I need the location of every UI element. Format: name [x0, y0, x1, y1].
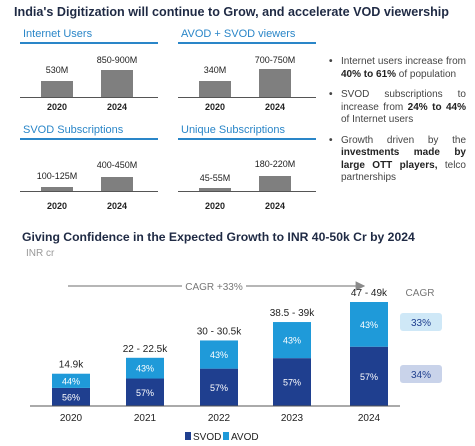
mini-chart-title: SVOD Subscriptions: [23, 124, 124, 136]
avod-share-label: 43%: [360, 320, 378, 330]
mini-chart-title: Unique Subscriptions: [181, 124, 285, 136]
cagr-badge-svod: [400, 365, 442, 383]
bullet-icon: •: [329, 134, 333, 146]
key-point-text: Growth driven by the investments made by…: [341, 134, 466, 184]
key-point: • Internet users increase from 40% to 61…: [329, 56, 466, 81]
bar-segment-avod: [52, 373, 90, 388]
title-underline: [178, 42, 316, 44]
axis-line: [178, 191, 316, 192]
title-underline: [20, 138, 158, 140]
bar-segment-svod: [52, 387, 90, 406]
total-value-label: 14.9k: [59, 360, 84, 371]
category-label: 2020: [204, 201, 226, 211]
x-tick-label: 2022: [208, 413, 231, 424]
cagr-value-avod: 33%: [411, 318, 431, 329]
value-label: 700-750M: [254, 55, 296, 65]
bar-segment-avod: [126, 357, 164, 379]
avod-share-label: 43%: [283, 336, 301, 346]
bullet-icon: •: [329, 89, 333, 100]
bar-2020: [41, 187, 73, 191]
bar-2024: [101, 70, 133, 97]
bar-2020: [199, 188, 231, 191]
value-label: 180-220M: [254, 159, 296, 169]
value-label: 45-55M: [199, 173, 231, 183]
key-point: • Growth driven by the investments made …: [329, 135, 466, 185]
svod-share-label: 57%: [360, 372, 378, 382]
cagr-header: CAGR: [406, 288, 435, 299]
cagr-badge-avod: [400, 313, 442, 331]
value-label: 400-450M: [96, 160, 138, 170]
mini-chart-avod-svod-viewers: AVOD + SVOD viewers 340M 700-750M 2020 2…: [178, 26, 316, 122]
category-label: 2024: [106, 201, 128, 211]
category-label: 2020: [46, 102, 68, 112]
legend-svod-swatch: [185, 432, 191, 440]
axis-line: [20, 191, 158, 192]
total-value-label: 30 - 30.5k: [197, 326, 242, 337]
x-tick-label: 2021: [134, 413, 157, 424]
value-label: 340M: [203, 65, 227, 75]
bar-segment-svod: [126, 378, 164, 406]
unit-label: INR cr: [26, 248, 55, 259]
total-value-label: 47 - 49k: [351, 288, 388, 299]
value-label: 530M: [45, 65, 69, 75]
category-label: 2020: [204, 102, 226, 112]
mini-chart-title: Internet Users: [23, 28, 93, 40]
bar-2024: [259, 176, 291, 191]
avod-share-label: 43%: [136, 364, 154, 374]
cagr-label: CAGR +33%: [185, 282, 243, 293]
bar-segment-svod: [350, 346, 388, 406]
mini-chart-unique-subscriptions: Unique Subscriptions 45-55M 180-220M 202…: [178, 122, 316, 218]
legend-avod-swatch: [223, 432, 229, 440]
title-underline: [20, 42, 158, 44]
x-tick-label: 2023: [281, 413, 304, 424]
bar-2024: [259, 69, 291, 97]
axis-line: [20, 97, 158, 98]
category-label: 2024: [264, 102, 286, 112]
value-label: 850-900M: [96, 55, 138, 65]
section-title: Giving Confidence in the Expected Growth…: [22, 230, 415, 244]
key-points-list: • Internet users increase from 40% to 61…: [329, 56, 466, 191]
bullet-icon: •: [329, 56, 333, 67]
svod-share-label: 57%: [136, 388, 154, 398]
legend-avod-label: AVOD: [231, 432, 259, 443]
bar-segment-svod: [200, 368, 238, 406]
value-label: 100-125M: [36, 171, 78, 181]
bar-segment-avod: [273, 322, 311, 359]
key-point-text: Internet users increase from 40% to 61% …: [341, 56, 466, 80]
category-label: 2024: [106, 102, 128, 112]
category-label: 2024: [264, 201, 286, 211]
x-tick-label: 2024: [358, 413, 381, 424]
svod-share-label: 57%: [283, 378, 301, 388]
bar-segment-avod: [350, 302, 388, 347]
page-title: India's Digitization will continue to Gr…: [14, 5, 450, 19]
bar-segment-avod: [200, 340, 238, 369]
key-point: • SVOD subscriptions to increase from 24…: [329, 89, 466, 127]
total-value-label: 22 - 22.5k: [123, 344, 168, 355]
bar-2020: [41, 81, 73, 97]
svod-share-label: 56%: [62, 392, 80, 402]
x-tick-label: 2020: [60, 413, 83, 424]
key-point-text: SVOD subscriptions to increase from 24% …: [341, 89, 467, 125]
avod-share-label: 44%: [62, 376, 80, 386]
bar-segment-svod: [273, 358, 311, 406]
total-value-label: 38.5 - 39k: [270, 308, 315, 319]
mini-chart-svod-subscriptions: SVOD Subscriptions 100-125M 400-450M 202…: [20, 122, 158, 218]
mini-chart-internet-users: Internet Users 530M 850-900M 2020 2024: [20, 26, 158, 122]
avod-share-label: 43%: [210, 350, 228, 360]
mini-chart-title: AVOD + SVOD viewers: [181, 28, 296, 40]
bar-2024: [101, 177, 133, 191]
bars-layer: 44% 56% 14.9k 2020 43% 57% 22 - 22.5k 2021 43% 57…: [52, 288, 388, 424]
title-underline: [178, 138, 316, 140]
axis-line: [178, 97, 316, 98]
svod-share-label: 57%: [210, 383, 228, 393]
cagr-value-svod: 34%: [411, 370, 431, 381]
legend-svod-label: SVOD: [193, 432, 221, 443]
bar-2020: [199, 81, 231, 97]
category-label: 2020: [46, 201, 68, 211]
